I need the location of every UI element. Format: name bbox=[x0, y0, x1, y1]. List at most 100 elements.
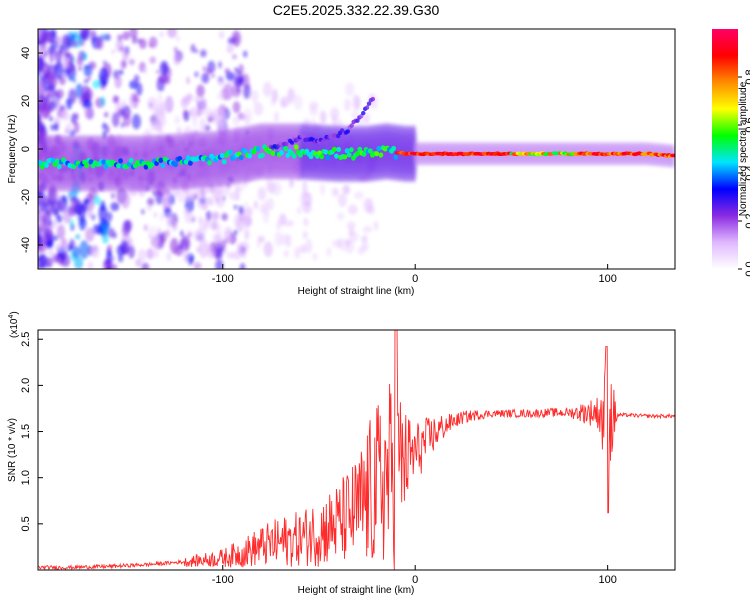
noise-blob bbox=[147, 96, 158, 112]
noise-blob bbox=[92, 224, 102, 235]
noise-blob bbox=[204, 217, 209, 231]
noise-blob bbox=[155, 103, 163, 117]
noise-blob bbox=[331, 239, 341, 248]
noise-blob bbox=[83, 99, 93, 109]
colorbar-tick-label: 0.6 bbox=[744, 117, 750, 132]
noise-blob bbox=[285, 233, 292, 248]
noise-blob bbox=[249, 90, 259, 102]
noise-blob bbox=[38, 58, 44, 66]
noise-blob bbox=[65, 123, 73, 134]
noise-blob bbox=[65, 98, 73, 110]
noise-blob bbox=[185, 190, 192, 202]
noise-blob bbox=[74, 198, 82, 214]
spectrogram-panel: -100 0 100 -40 -20 0 20 40 Height of straight l… bbox=[7, 28, 676, 297]
ridge-cell bbox=[291, 153, 297, 159]
snr-xtick-label: 0 bbox=[412, 574, 418, 586]
noise-blob bbox=[110, 201, 120, 212]
noise-blob bbox=[299, 244, 307, 254]
ridge-cell bbox=[158, 157, 164, 163]
ridge-cell bbox=[367, 148, 373, 154]
noise-blob bbox=[38, 113, 41, 125]
noise-blob bbox=[38, 233, 42, 248]
noise-blob bbox=[55, 214, 63, 223]
snr-scale-label: (x104) bbox=[8, 311, 20, 338]
ridge-cell bbox=[84, 162, 90, 169]
noise-blob bbox=[211, 64, 216, 72]
ridge-cell bbox=[228, 149, 234, 155]
noise-blob bbox=[106, 252, 114, 264]
snr-ytick-label: 2.5 bbox=[20, 332, 32, 347]
ridge-cell bbox=[160, 162, 166, 169]
noise-blob bbox=[47, 248, 54, 257]
noise-blob bbox=[38, 60, 41, 65]
spectrogram-marks bbox=[38, 29, 675, 269]
noise-blob bbox=[146, 197, 155, 207]
noise-blob bbox=[346, 221, 356, 230]
noise-blob bbox=[266, 175, 272, 191]
noise-blob bbox=[167, 29, 177, 39]
colorbar: 0.0 0.2 0.4 0.6 0.8 Normalized spectral ampl… bbox=[712, 29, 750, 277]
branch-cell bbox=[336, 133, 341, 139]
noise-blob bbox=[103, 111, 109, 118]
noise-blob bbox=[233, 213, 241, 229]
ridge-cell bbox=[361, 151, 367, 157]
noise-blob bbox=[212, 214, 218, 225]
noise-blob bbox=[201, 202, 208, 211]
noise-blob bbox=[262, 81, 273, 98]
noise-blob bbox=[190, 43, 196, 53]
spectrogram-xtick-label: 0 bbox=[412, 273, 418, 285]
noise-blob bbox=[266, 197, 275, 211]
snr-ticks: -100 0 100 0.5 1.0 1.5 2.0 2.5 bbox=[20, 332, 617, 586]
noise-blob bbox=[159, 31, 165, 38]
noise-blob bbox=[78, 29, 89, 40]
noise-blob bbox=[183, 109, 188, 118]
noise-blob bbox=[302, 180, 308, 196]
snr-panel: -100 0 100 0.5 1.0 1.5 2.0 2.5 Height of straig… bbox=[7, 311, 676, 596]
noise-blob bbox=[238, 205, 244, 215]
noise-blob bbox=[72, 78, 76, 83]
ridge-cell bbox=[44, 162, 49, 168]
noise-blob bbox=[344, 82, 355, 97]
noise-blob bbox=[200, 49, 207, 58]
ridge-cell bbox=[293, 144, 299, 150]
ridge-cell bbox=[88, 159, 94, 165]
ridge-cell bbox=[308, 153, 314, 160]
noise-blob bbox=[45, 92, 51, 102]
branch-cell bbox=[349, 123, 354, 128]
colorbar-ticks: 0.0 0.2 0.4 0.6 0.8 bbox=[738, 69, 750, 277]
noise-blob bbox=[319, 183, 326, 196]
noise-blob bbox=[156, 70, 160, 74]
spectrogram-ridge bbox=[38, 144, 675, 170]
noise-blob bbox=[215, 259, 224, 269]
noise-blob bbox=[41, 62, 51, 79]
ridge-cell bbox=[259, 152, 265, 158]
noise-blob bbox=[227, 37, 235, 45]
ridge-cell bbox=[344, 148, 350, 154]
noise-blob bbox=[232, 101, 241, 114]
noise-blob bbox=[128, 58, 135, 66]
noise-blob bbox=[166, 212, 174, 226]
noise-blob bbox=[120, 59, 127, 70]
noise-blob bbox=[294, 246, 301, 259]
noise-blob bbox=[146, 205, 153, 212]
noise-blob bbox=[183, 209, 190, 217]
noise-blob bbox=[240, 249, 247, 259]
noise-blob bbox=[284, 220, 294, 227]
noise-blob bbox=[365, 198, 374, 213]
noise-blob bbox=[149, 43, 153, 48]
noise-blob bbox=[137, 248, 147, 262]
noise-blob bbox=[87, 261, 94, 269]
noise-blob bbox=[111, 111, 120, 128]
noise-blob bbox=[243, 50, 248, 58]
noise-blob bbox=[54, 35, 61, 46]
snr-plot-area bbox=[38, 330, 675, 570]
colorbar-tick-label: 0.8 bbox=[744, 69, 750, 84]
noise-blob bbox=[112, 263, 118, 269]
noise-blob bbox=[98, 67, 109, 87]
colorbar-tick-label: 0.0 bbox=[744, 261, 750, 276]
colorbar-label: Normalized spectral amplitude bbox=[738, 81, 749, 216]
noise-blob bbox=[38, 46, 46, 58]
noise-blob bbox=[231, 84, 242, 98]
noise-blob bbox=[45, 256, 53, 268]
noise-blob bbox=[273, 111, 280, 123]
